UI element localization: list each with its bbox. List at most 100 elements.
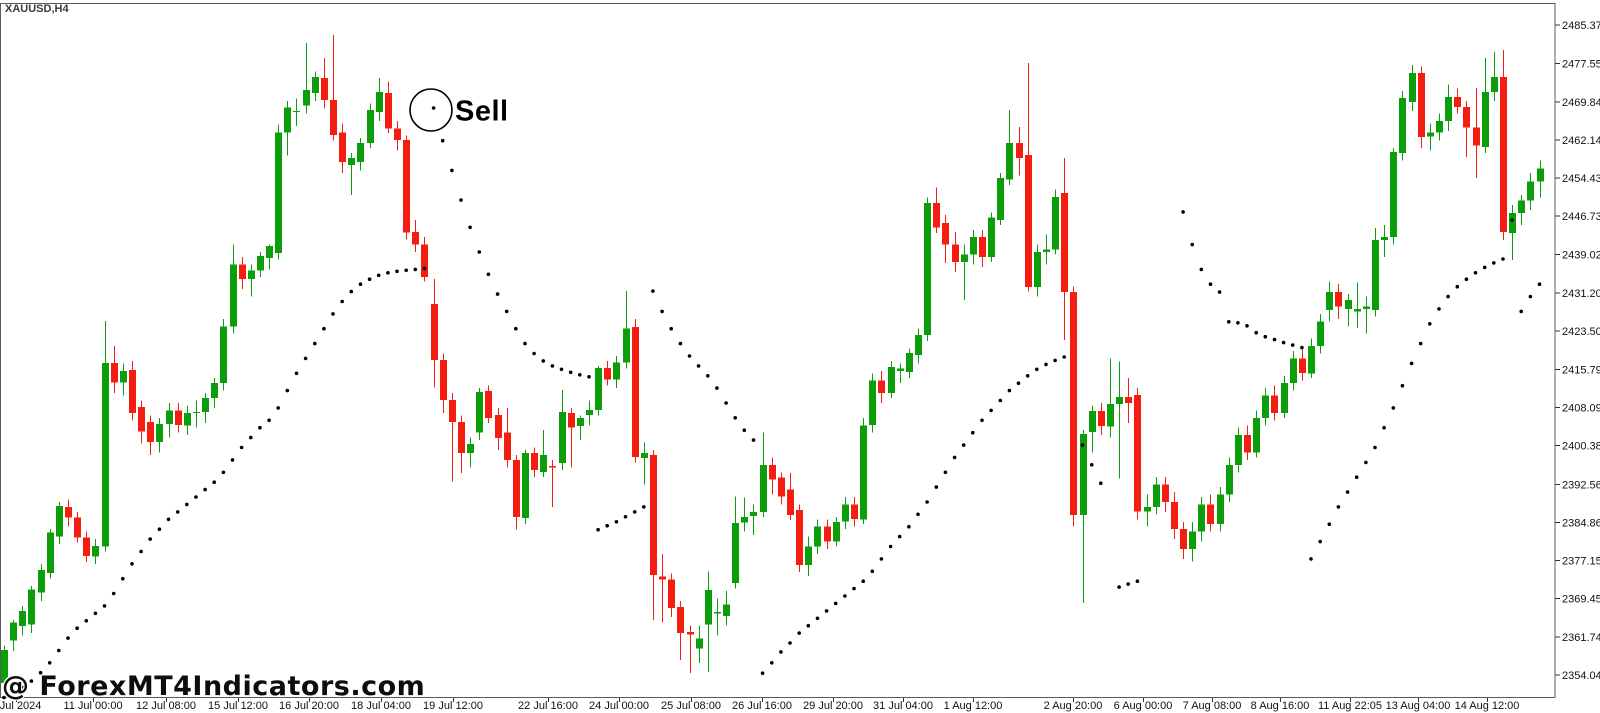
sar-dot: [678, 341, 683, 346]
candle-body: [723, 604, 730, 616]
candle-body: [531, 453, 538, 470]
candle-body: [613, 362, 620, 380]
plot-border: [0, 3, 1556, 698]
sar-dot: [468, 225, 472, 230]
sar-dot: [294, 371, 299, 376]
sar-dot: [751, 438, 756, 442]
sell-annotation-circle[interactable]: [409, 88, 453, 132]
candle-body: [1070, 292, 1077, 515]
candle-body: [92, 546, 99, 557]
candle-body: [559, 411, 566, 463]
candle-body: [888, 366, 895, 394]
sar-dot: [276, 406, 281, 410]
symbol-timeframe-label: XAUUSD,H4: [5, 3, 69, 15]
time-tick-label: 16 Jul 20:00: [279, 700, 339, 712]
sar-dot: [706, 374, 710, 378]
sar-dot: [642, 505, 646, 509]
time-tick-label: 12 Jul 08:00: [136, 700, 196, 712]
candle-body: [513, 459, 520, 517]
candle-body: [1025, 155, 1032, 288]
time-tick-label: 31 Jul 04:00: [873, 700, 933, 712]
candle-body: [266, 246, 273, 258]
sar-dot: [1025, 374, 1030, 378]
candle-body: [1482, 92, 1489, 148]
sar-dot: [358, 282, 363, 287]
sar-dot: [1364, 460, 1368, 465]
price-tick-label: 2485.370: [1562, 20, 1600, 32]
sell-annotation-label[interactable]: Sell: [455, 95, 509, 128]
sar-dot: [1035, 367, 1039, 372]
price-axis[interactable]: 2485.370 2477.550 2469.845 2462.140 2454.435…: [1555, 20, 1600, 682]
sar-dot: [313, 341, 317, 346]
candle-body: [175, 410, 182, 426]
candle-body: [65, 506, 72, 518]
sar-dot: [175, 510, 180, 514]
candle-body: [549, 465, 556, 468]
candle-body: [74, 517, 81, 538]
sar-dot: [1099, 481, 1103, 486]
sar-dot: [93, 611, 98, 616]
sar-dot: [38, 670, 43, 675]
candle-body: [906, 353, 913, 372]
sar-dot: [130, 562, 134, 566]
sar-dot: [230, 458, 235, 462]
candle-body: [166, 410, 173, 424]
time-tick-label: 2 Aug 20:00: [1044, 700, 1103, 712]
sar-dot: [1281, 340, 1286, 345]
sar-dot: [1053, 358, 1057, 363]
candle-body: [1454, 97, 1461, 107]
candle-body: [111, 362, 118, 383]
candle-body: [1016, 143, 1023, 158]
candle-body: [970, 237, 977, 255]
candle-body: [988, 217, 995, 257]
sar-dot: [632, 510, 637, 514]
candle-body: [56, 505, 63, 537]
sar-dot: [1473, 271, 1478, 275]
time-axis[interactable]: 9 Jul 2024 11 Jul 00:00 12 Jul 08:00 15 Jul…: [0, 698, 1519, 712]
sar-dot: [559, 367, 564, 372]
sar-dot: [258, 425, 262, 430]
candle-body: [38, 569, 45, 593]
candle-body: [495, 414, 502, 439]
sar-dot: [779, 650, 783, 654]
sar-dot: [815, 616, 820, 621]
candle-body: [1290, 358, 1297, 384]
time-tick-label: 6 Aug 00:00: [1114, 700, 1173, 712]
candle-body: [805, 546, 812, 565]
sar-dot: [139, 549, 143, 554]
sar-dot: [1126, 582, 1130, 586]
price-tick-label: 2361.745: [1562, 632, 1600, 644]
sar-dot: [1391, 406, 1396, 410]
candle-body: [696, 638, 703, 649]
sar-dot: [596, 527, 600, 532]
candle-body: [330, 100, 337, 136]
candle-body: [1189, 531, 1196, 549]
sar-dot: [11, 690, 15, 695]
price-tick-label: 2392.565: [1562, 479, 1600, 491]
sar-dot: [194, 495, 198, 499]
sar-dot: [203, 487, 207, 492]
sar-dot: [1400, 383, 1405, 388]
sar-dot: [788, 641, 792, 645]
sar-dot: [733, 416, 737, 420]
sar-dot: [989, 408, 993, 413]
candle-body: [1463, 107, 1470, 128]
sar-dot: [1254, 330, 1258, 335]
candle-body: [1, 650, 8, 684]
sar-dot: [1007, 388, 1012, 393]
sar-dot: [249, 435, 253, 440]
candle-body: [147, 421, 154, 443]
price-tick-label: 2400.385: [1562, 441, 1600, 453]
candle-body: [979, 237, 986, 257]
time-tick-label: 15 Jul 12:00: [208, 700, 268, 712]
candle-body: [1518, 200, 1525, 213]
sar-dot: [1519, 309, 1523, 314]
time-tick-label: 8 Aug 16:00: [1251, 700, 1310, 712]
candle-body: [595, 367, 602, 410]
candle-body: [1244, 435, 1251, 453]
sar-dot: [504, 309, 509, 314]
candle-body: [942, 222, 949, 245]
price-tick-label: 2384.860: [1562, 518, 1600, 530]
sar-dot: [1227, 320, 1231, 324]
